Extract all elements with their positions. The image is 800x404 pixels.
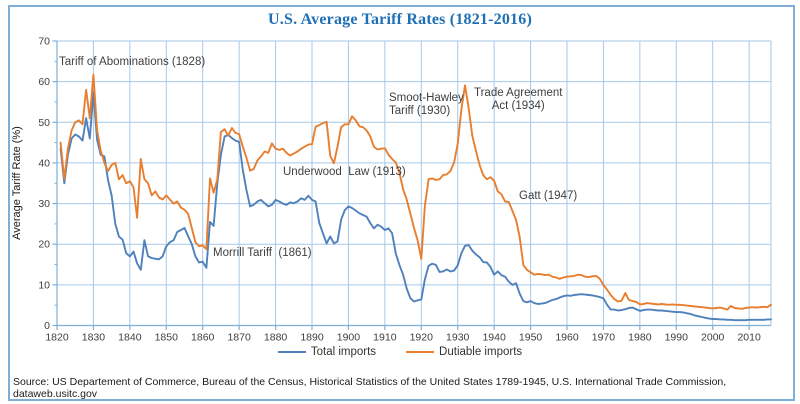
x-tick-label: 1860 (191, 332, 215, 344)
y-tick-label: 0 (44, 320, 50, 332)
x-tick-label: 1820 (45, 332, 69, 344)
x-tick-label: 1930 (446, 332, 470, 344)
annotation-morrill-tariff: Morrill Tariff (1861) (213, 247, 312, 259)
x-tick-label: 1870 (227, 332, 251, 344)
x-tick-label: 1830 (82, 332, 106, 344)
x-tick-label: 1920 (410, 332, 434, 344)
y-tick-label: 60 (38, 76, 50, 88)
series-line-total-imports (59, 91, 772, 322)
x-tick-label: 1980 (628, 332, 652, 344)
x-tick-label: 1910 (373, 332, 397, 344)
x-tick-label: 1950 (519, 332, 543, 344)
y-tick-label: 70 (38, 36, 50, 48)
legend-label-total-imports: Total imports (310, 346, 377, 358)
x-tick-label: 1880 (264, 332, 288, 344)
x-tick-label: 1890 (300, 332, 324, 344)
x-tick-label: 1840 (118, 332, 142, 344)
legend: Total imports Dutiable imports (0, 346, 800, 358)
source-note: Source: US Departement of Commerce, Bure… (13, 376, 727, 400)
legend-item-total-imports: Total imports (277, 346, 377, 358)
y-axis-title: Average Tariff Rate (%) (11, 126, 23, 240)
legend-label-dutiable-imports: Dutiable imports (439, 346, 523, 358)
chart-title: U.S. Average Tariff Rates (1821-2016) (268, 11, 532, 28)
x-tick-label: 1900 (337, 332, 361, 344)
total-imports-line-swatch (277, 350, 306, 354)
y-tick-label: 20 (38, 239, 50, 251)
y-tick-label: 50 (38, 117, 50, 129)
legend-item-dutiable-imports: Dutiable imports (406, 346, 522, 358)
x-tick-label: 1960 (555, 332, 579, 344)
y-tick-label: 10 (38, 279, 50, 291)
x-tick-label: 1850 (155, 332, 179, 344)
y-tick-label: 40 (38, 157, 50, 169)
x-tick-label: 1970 (592, 332, 616, 344)
y-tick-label: 30 (38, 198, 50, 210)
x-tick-label: 2010 (737, 332, 761, 344)
dutiable-imports-line-swatch (406, 350, 435, 354)
annotation-underwood-law: Underwood Law (1913) (283, 166, 406, 178)
annotation-tariff-of-abominations: Tariff of Abominations (1828) (59, 56, 206, 68)
x-tick-label: 2000 (701, 332, 725, 344)
x-tick-label: 1940 (482, 332, 506, 344)
annotation-gatt: Gatt (1947) (519, 190, 578, 202)
x-tick-label: 1990 (665, 332, 689, 344)
annotation-trade-agreement-act: Trade Agreement Act (1934) (474, 87, 563, 112)
series-line-dutiable-imports (59, 73, 772, 311)
annotation-smoot-hawley: Smoot-Hawley Tariff (1930) (389, 92, 464, 117)
